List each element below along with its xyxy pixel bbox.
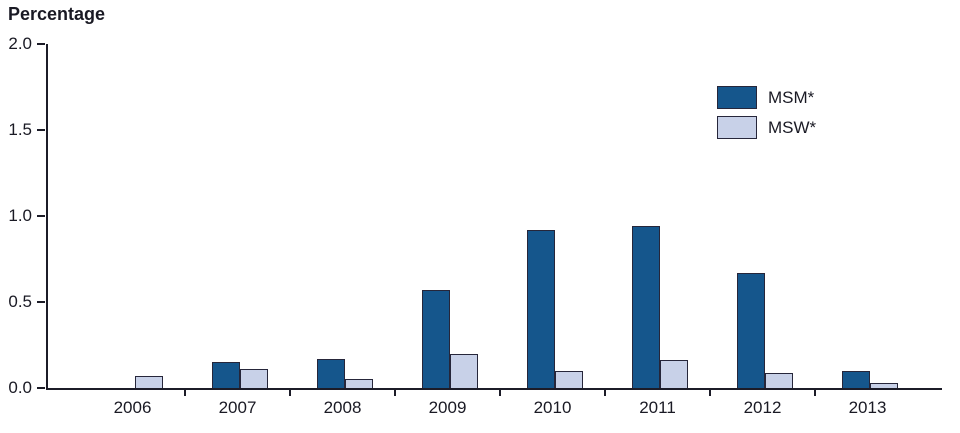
bar-group [187,44,292,388]
bar [239,369,268,388]
x-tick-label: 2006 [113,398,152,417]
y-axis-title: Percentage [8,4,106,24]
bar [631,226,660,388]
bar [526,229,555,388]
x-tick-mark [184,390,186,396]
y-tick-label: 2.0 [8,34,32,53]
x-tick-label: 2013 [848,398,887,417]
bar [316,358,345,388]
bar [659,360,688,388]
y-tick-mark [37,129,45,131]
plot-area [46,44,942,390]
x-tick-mark [814,390,816,396]
x-tick-label: 2012 [743,398,782,417]
legend-swatch [717,116,757,139]
legend-label: MSM* [768,87,815,107]
y-tick-label: 1.0 [8,206,32,225]
bar [421,289,450,388]
legend: MSM* MSW* [717,86,816,146]
bar-group [817,44,922,388]
bar-group [712,44,817,388]
bar-group [82,44,187,388]
legend-item: MSM* [717,86,816,109]
bar [554,370,583,388]
x-tick-mark [394,390,396,396]
legend-swatch [717,86,757,109]
x-tick-mark [499,390,501,396]
bar-group [502,44,607,388]
y-tick-mark [37,301,45,303]
y-tick-label: 0.0 [8,378,32,397]
x-tick-label: 2009 [428,398,467,417]
bar [344,379,373,388]
bar [736,272,765,388]
bar-group [607,44,712,388]
bar-group [292,44,397,388]
x-tick-label: 2011 [639,398,676,417]
bar [869,382,898,388]
bar [134,375,163,388]
y-tick-label: 0.5 [8,292,32,311]
bar-group [397,44,502,388]
legend-item: MSW* [717,116,816,139]
x-tick-label: 2007 [218,398,257,417]
x-tick-mark [709,390,711,396]
legend-label: MSW* [768,117,817,137]
y-tick-label: 1.5 [8,120,32,139]
y-tick-mark [37,215,45,217]
bar [449,353,478,388]
x-tick-mark [604,390,606,396]
y-tick-mark [37,387,45,389]
bar-groups [48,44,942,388]
x-tick-label: 2010 [533,398,572,417]
x-tick-label: 2008 [323,398,362,417]
bar [764,372,793,388]
x-tick-mark [289,390,291,396]
bar [211,362,240,388]
bar [841,370,870,388]
y-tick-mark [37,43,45,45]
